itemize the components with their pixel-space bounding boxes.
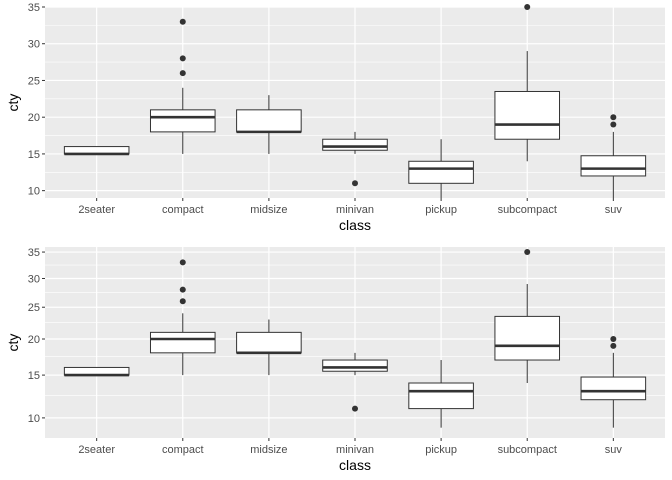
box-compact <box>149 259 216 376</box>
top-panel-grid <box>45 6 665 198</box>
x-tick-label-minivan: minivan <box>336 444 374 456</box>
y-tick-label: 20 <box>28 334 40 346</box>
box-body <box>580 155 647 177</box>
box-suv <box>580 336 647 428</box>
box-body <box>149 331 216 354</box>
outlier-point <box>179 70 186 77</box>
outlier-point <box>179 55 186 62</box>
top-y-axis-ticks: 10 15 20 25 30 35 <box>28 2 45 198</box>
y-tick-label: 35 <box>28 2 40 14</box>
y-tick-label: 30 <box>28 273 40 285</box>
y-tick-label: 10 <box>28 186 40 198</box>
x-tick-label-2seater: 2seater <box>78 204 115 216</box>
x-tick-label-subcompact: subcompact <box>498 444 557 456</box>
top-boxplot-panel: 10 15 20 25 30 35 2seater compact midsize miniva… <box>5 2 665 233</box>
box-body <box>580 376 647 401</box>
y-tick-label: 25 <box>28 302 40 314</box>
outlier-point <box>179 298 186 305</box>
outlier-point <box>352 405 358 412</box>
box-midsize <box>236 95 302 154</box>
box-body <box>236 109 302 133</box>
x-tick-label-compact: compact <box>162 204 204 216</box>
outlier-point <box>352 180 358 187</box>
top-panel-boxes <box>63 4 647 198</box>
box-compact <box>149 18 216 154</box>
box-body <box>408 382 474 410</box>
box-pickup <box>408 360 474 428</box>
box-body <box>408 160 474 184</box>
box-2seater <box>63 366 130 377</box>
x-tick-label-suv: suv <box>605 204 623 216</box>
x-tick-label-compact: compact <box>162 444 204 456</box>
box-body <box>322 138 388 151</box>
bottom-y-axis-ticks: 10 15 20 25 30 35 <box>28 247 45 425</box>
top-y-axis-title: cty <box>5 94 21 112</box>
x-tick-label-pickup: pickup <box>425 204 457 216</box>
box-minivan <box>322 352 388 412</box>
y-tick-label: 10 <box>28 413 40 425</box>
bottom-x-axis-title: class <box>339 457 371 473</box>
outlier-point <box>610 114 617 121</box>
box-body <box>494 90 561 140</box>
y-tick-label: 15 <box>28 149 40 161</box>
x-tick-label-midsize: midsize <box>250 444 287 456</box>
box-body <box>322 359 388 372</box>
x-tick-label-pickup: pickup <box>425 444 457 456</box>
outlier-point <box>610 336 617 343</box>
bottom-y-axis-title: cty <box>5 334 21 352</box>
box-subcompact <box>494 249 561 384</box>
x-tick-label-minivan: minivan <box>336 204 374 216</box>
bottom-x-axis-ticks: 2seater compact midsize minivan pickup subcom… <box>78 438 622 456</box>
outlier-point <box>179 259 186 266</box>
box-body <box>236 331 302 354</box>
top-x-axis-ticks: 2seater compact midsize minivan pickup subcom… <box>78 198 622 216</box>
x-tick-label-suv: suv <box>605 444 623 456</box>
box-body <box>149 109 216 133</box>
box-pickup <box>408 139 474 198</box>
y-tick-label: 20 <box>28 112 40 124</box>
bottom-panel-boxes <box>63 249 647 428</box>
box-2seater <box>63 146 130 156</box>
box-minivan <box>322 131 388 187</box>
y-tick-label: 30 <box>28 39 40 51</box>
x-tick-label-midsize: midsize <box>250 204 287 216</box>
outlier-point <box>524 249 531 256</box>
top-x-axis-title: class <box>339 217 371 233</box>
outlier-point <box>610 342 617 349</box>
box-body <box>494 315 561 361</box>
outlier-point <box>610 121 617 128</box>
y-tick-label: 25 <box>28 75 40 87</box>
box-midsize <box>236 319 302 376</box>
outlier-point <box>524 4 531 10</box>
box-suv <box>580 114 647 198</box>
box-subcompact <box>494 4 561 162</box>
outlier-point <box>179 286 186 293</box>
y-tick-label: 15 <box>28 370 40 382</box>
x-tick-label-2seater: 2seater <box>78 444 115 456</box>
bottom-boxplot-panel: 10 15 20 25 30 35 2seater compact midsize miniva… <box>5 247 665 473</box>
x-tick-label-subcompact: subcompact <box>498 204 557 216</box>
y-tick-label: 35 <box>28 247 40 259</box>
outlier-point <box>179 18 186 25</box>
